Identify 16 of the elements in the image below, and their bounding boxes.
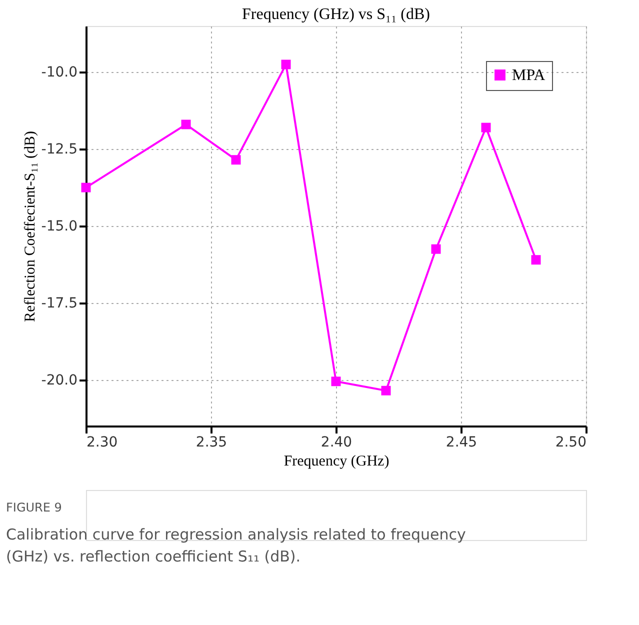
y-axis-title: Reflection Coeffecient-S₁₁ (dB) [22, 131, 38, 322]
text: Calibration curve for regression analysis related to frequency (GHz) vs. reflection coefficient S₁₁ (dB). [6, 526, 466, 566]
chart-title: Frequency (GHz) vs S₁₁ (dB) [242, 6, 430, 23]
y-tick-label: -10.0 [41, 64, 78, 81]
legend-label: MPA [512, 67, 546, 84]
x-tick-label: 2.45 [446, 434, 478, 450]
caption: FIGURE 9 [6, 500, 62, 514]
y-tick-label: -12.5 [41, 142, 78, 158]
x-axis-title: Frequency (GHz) [284, 454, 390, 470]
y-tick-label: -15.0 [41, 218, 78, 234]
y-tick-label: -17.5 [41, 295, 78, 312]
x-tick-label: 2.50 [555, 434, 586, 450]
x-tick-label: 2.35 [196, 434, 228, 450]
x-tick-label: 2.30 [86, 434, 118, 450]
x-tick-label: 2.40 [320, 434, 352, 450]
y-tick-label: -20.0 [41, 372, 78, 388]
